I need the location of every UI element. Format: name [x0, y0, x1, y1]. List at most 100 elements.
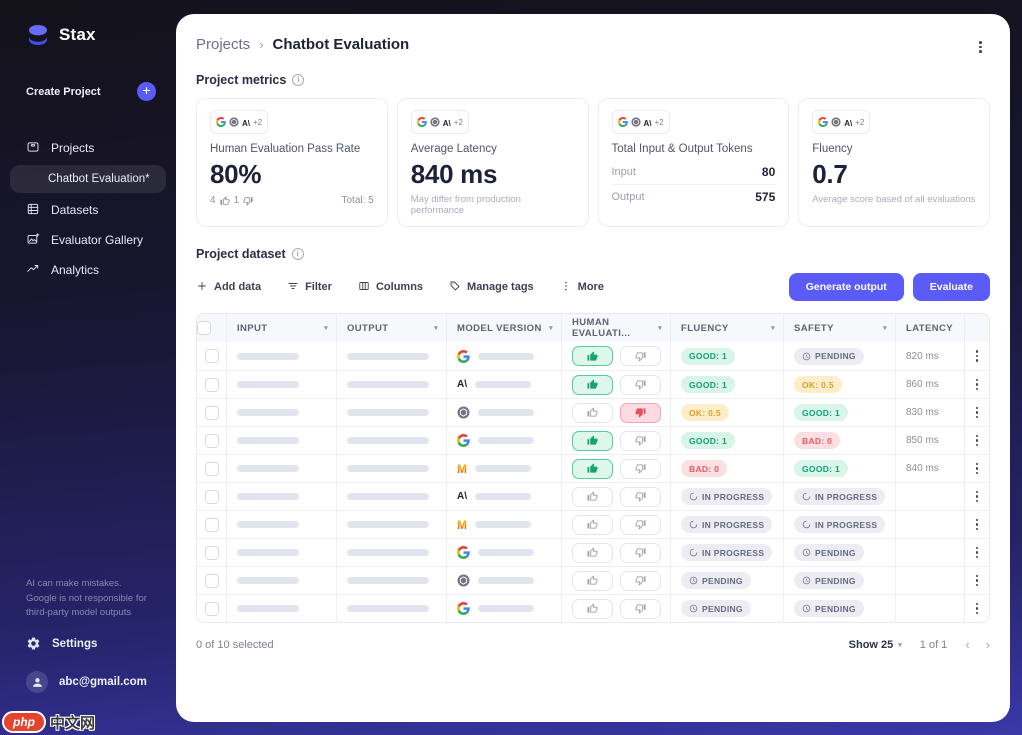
create-project-plus-button[interactable]: + [137, 82, 156, 101]
anthropic-icon: A\ [242, 119, 250, 128]
row-checkbox[interactable] [204, 349, 219, 363]
fluency-badge: OK: 0.5 [681, 404, 729, 421]
thumbs-up-button[interactable] [572, 598, 613, 619]
column-header[interactable]: MODEL VERSION ▾ [447, 314, 562, 342]
prev-page-button[interactable]: ‹ [965, 637, 970, 652]
mistral-icon: M [457, 461, 467, 476]
column-header[interactable]: LATENCY [896, 314, 965, 342]
thumbs-up-button[interactable] [572, 514, 613, 535]
settings-label: Settings [52, 637, 98, 650]
sidebar-item-settings[interactable]: Settings [26, 636, 152, 651]
plus-icon [196, 280, 208, 295]
sort-icon[interactable]: ▾ [324, 325, 328, 332]
sort-icon[interactable]: ▾ [434, 325, 438, 332]
thumb-counts: 4 1 [210, 195, 253, 206]
thumbs-up-button[interactable] [572, 374, 613, 395]
thumbs-up-button[interactable] [572, 542, 613, 563]
thumbs-up-button[interactable] [572, 402, 613, 423]
toolbar-more[interactable]: More [560, 280, 604, 295]
next-page-button[interactable]: › [985, 637, 990, 652]
toolbar-manage-tags[interactable]: Manage tags [449, 280, 534, 295]
row-menu-button[interactable] [972, 600, 983, 618]
sort-icon[interactable]: ▾ [771, 325, 775, 332]
row-checkbox[interactable] [204, 405, 219, 420]
toolbar-add-data[interactable]: Add data [196, 280, 261, 295]
metric-value: 840 ms [410, 159, 498, 189]
tag-icon [449, 280, 461, 295]
column-header[interactable]: INPUT ▾ [227, 314, 337, 342]
anthropic-icon: A\ [643, 119, 652, 128]
sidebar-item-analytics[interactable]: Analytics [0, 255, 176, 285]
page-menu-button[interactable] [975, 38, 986, 56]
thumbs-down-button[interactable] [620, 486, 661, 507]
row-menu-button[interactable] [972, 347, 983, 365]
projects-icon [26, 140, 40, 157]
sidebar-item-datasets[interactable]: Datasets [0, 195, 176, 225]
row-checkbox[interactable] [204, 517, 219, 532]
input-placeholder [237, 577, 299, 584]
avatar [26, 671, 48, 693]
toolbar-label: More [577, 281, 604, 293]
sort-icon[interactable]: ▾ [658, 325, 662, 332]
info-icon[interactable]: i [291, 248, 304, 260]
row-menu-button[interactable] [972, 404, 983, 422]
toolbar-columns[interactable]: Columns [358, 280, 423, 295]
generate-output-button[interactable]: Generate output [788, 273, 904, 301]
thumbs-up-button[interactable] [572, 486, 613, 507]
row-menu-button[interactable] [972, 432, 983, 450]
thumbs-down-button[interactable] [620, 430, 661, 451]
row-checkbox[interactable] [204, 573, 219, 588]
metric-title: Average Latency [410, 143, 497, 155]
create-project[interactable]: Create Project + [0, 82, 176, 101]
breadcrumb-projects[interactable]: Projects [196, 36, 251, 53]
thumbs-down-button[interactable] [620, 514, 661, 535]
row-menu-button[interactable] [972, 572, 983, 590]
select-all-checkbox[interactable] [197, 321, 211, 335]
output-placeholder [347, 577, 429, 584]
row-checkbox[interactable] [204, 461, 219, 476]
google-icon [818, 117, 829, 127]
thumbs-down-button[interactable] [620, 402, 661, 423]
sidebar-item-evaluator-gallery[interactable]: Evaluator Gallery [0, 225, 176, 255]
account[interactable]: abc@gmail.com [26, 671, 152, 693]
openai-icon [630, 117, 641, 127]
row-checkbox[interactable] [204, 601, 219, 616]
sidebar-item-chatbot-evaluation[interactable]: Chatbot Evaluation* [10, 165, 166, 193]
thumbs-down-button[interactable] [620, 542, 661, 563]
sidebar-item-projects[interactable]: Projects [0, 133, 176, 163]
row-menu-button[interactable] [972, 376, 983, 394]
table-row: M BAD: 0 GOOD: 1 840 ms [197, 454, 989, 482]
thumbs-down-button[interactable] [620, 374, 661, 395]
thumbs-up-button[interactable] [572, 458, 613, 479]
thumbs-down-button[interactable] [620, 346, 661, 366]
column-header[interactable]: HUMAN EVALUATI... ▾ [562, 314, 671, 342]
row-menu-button[interactable] [972, 460, 983, 478]
toolbar-filter[interactable]: Filter [287, 280, 332, 295]
column-header[interactable]: FLUENCY ▾ [671, 314, 784, 342]
metric-total: Total: 5 [341, 195, 374, 206]
thumbs-up-button[interactable] [572, 346, 613, 366]
row-menu-button[interactable] [972, 488, 983, 506]
column-header[interactable]: SAFETY ▾ [784, 314, 896, 342]
row-checkbox[interactable] [204, 433, 219, 448]
thumbs-up-button[interactable] [572, 430, 613, 451]
metric-note: May differ from production performance [410, 194, 521, 216]
row-checkbox[interactable] [204, 377, 219, 392]
sort-icon[interactable]: ▾ [549, 325, 553, 332]
thumbs-down-button[interactable] [620, 598, 661, 619]
sidebar: Stax Create Project + Projects Chatbot Ev… [0, 0, 176, 735]
sort-icon[interactable]: ▾ [883, 325, 887, 332]
thumbs-down-button[interactable] [620, 458, 661, 479]
row-menu-button[interactable] [972, 516, 983, 534]
table-row: PENDING PENDING [197, 594, 989, 622]
column-header[interactable]: OUTPUT ▾ [337, 314, 447, 342]
row-checkbox[interactable] [204, 489, 219, 504]
evaluate-button[interactable]: Evaluate [912, 273, 990, 301]
thumbs-down-button[interactable] [620, 570, 661, 591]
info-icon[interactable]: i [292, 74, 305, 86]
page-size-select[interactable]: Show 25 ▾ [848, 638, 902, 651]
row-checkbox[interactable] [204, 545, 219, 560]
thumbs-up-button[interactable] [572, 570, 613, 591]
row-menu-button[interactable] [972, 544, 983, 562]
toolbar-label: Manage tags [467, 281, 534, 293]
